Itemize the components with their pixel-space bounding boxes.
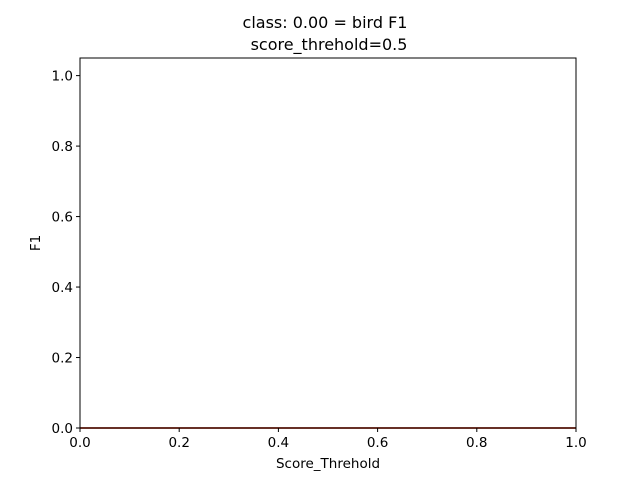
y-tick-label-1: 0.2 — [52, 351, 73, 367]
y-tick-label-2: 0.4 — [52, 280, 73, 296]
y-tick-label-3: 0.6 — [52, 210, 73, 226]
y-axis-label: F1 — [28, 235, 44, 251]
chart-title: class: 0.00 = bird F1 — [243, 13, 408, 32]
x-tick-label-1: 0.2 — [168, 435, 189, 451]
x-axis: 0.0 0.2 0.4 0.6 0.8 1.0 — [69, 428, 587, 451]
x-axis-label: Score_Threhold — [276, 456, 380, 472]
x-tick-label-5: 1.0 — [565, 435, 586, 451]
y-tick-label-5: 1.0 — [52, 69, 73, 85]
y-tick-label-4: 0.8 — [52, 139, 73, 155]
y-tick-label-0: 0.0 — [52, 421, 73, 437]
x-tick-label-2: 0.4 — [268, 435, 289, 451]
y-axis: 0.0 0.2 0.4 0.6 0.8 1.0 — [52, 69, 80, 437]
chart-subtitle: score_threhold=0.5 — [251, 35, 408, 55]
x-tick-label-3: 0.6 — [367, 435, 388, 451]
plot-frame — [79, 57, 577, 429]
x-tick-label-0: 0.0 — [69, 435, 90, 451]
x-tick-label-4: 0.8 — [466, 435, 487, 451]
